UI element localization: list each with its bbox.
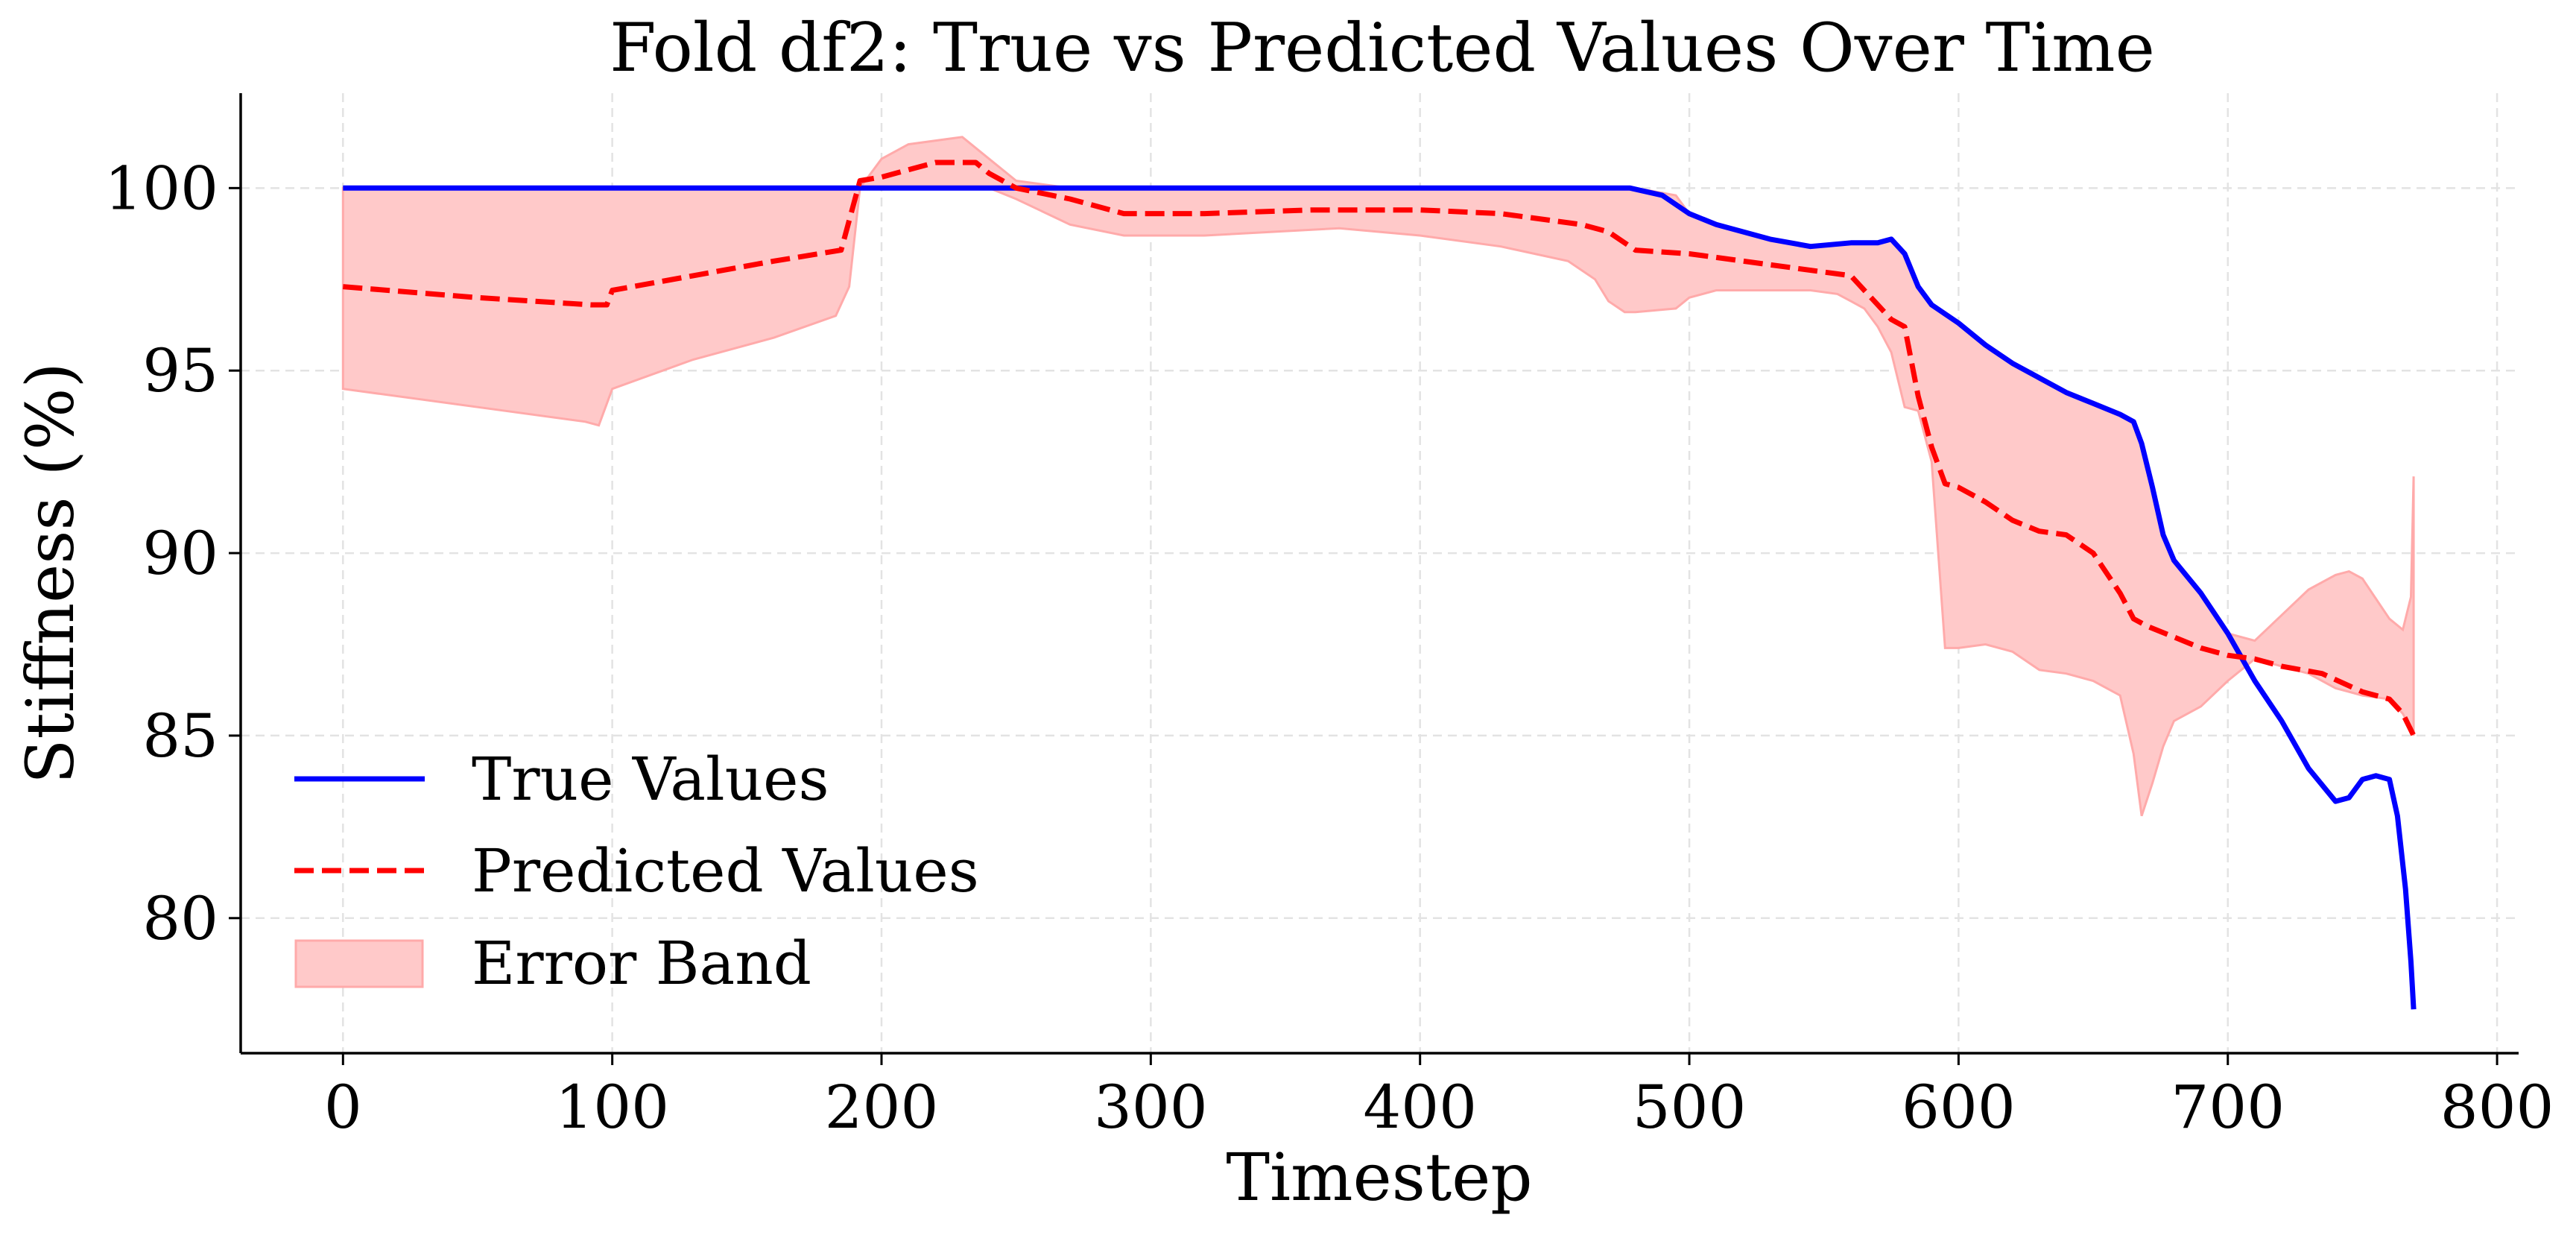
x-tick-label: 600 — [1902, 1073, 2016, 1142]
x-tick-label: 200 — [825, 1073, 939, 1142]
x-axis-ticks: 0 100 200 300 400 500 600 700 800 — [324, 1053, 2554, 1142]
x-axis-label: Timestep — [1226, 1139, 1532, 1216]
legend: True Values Predicted Values Error Band — [294, 745, 979, 998]
legend-band-label: Error Band — [472, 929, 811, 998]
x-tick-label: 500 — [1633, 1073, 1747, 1142]
x-tick-label: 0 — [324, 1073, 362, 1142]
x-tick-label: 700 — [2171, 1073, 2285, 1142]
y-axis-label: Stiffness (%) — [12, 362, 89, 784]
x-tick-label: 100 — [555, 1073, 669, 1142]
legend-predicted-label: Predicted Values — [472, 836, 979, 906]
predicted-values-line — [343, 160, 2417, 737]
chart-title: Fold df2: True vs Predicted Values Over … — [610, 9, 2155, 87]
x-tick-label: 800 — [2440, 1073, 2554, 1142]
y-tick-label: 95 — [142, 336, 218, 405]
true-values-line — [343, 185, 2417, 1010]
legend-band-swatch — [294, 939, 424, 988]
y-tick-label: 100 — [104, 154, 218, 223]
y-tick-label: 85 — [142, 701, 218, 771]
y-axis-ticks: 80 85 90 95 100 — [104, 154, 241, 953]
legend-true-label: True Values — [472, 745, 829, 814]
y-tick-label: 90 — [142, 519, 218, 588]
x-tick-label: 400 — [1363, 1073, 1477, 1142]
y-tick-label: 80 — [142, 884, 218, 953]
x-tick-label: 300 — [1094, 1073, 1208, 1142]
